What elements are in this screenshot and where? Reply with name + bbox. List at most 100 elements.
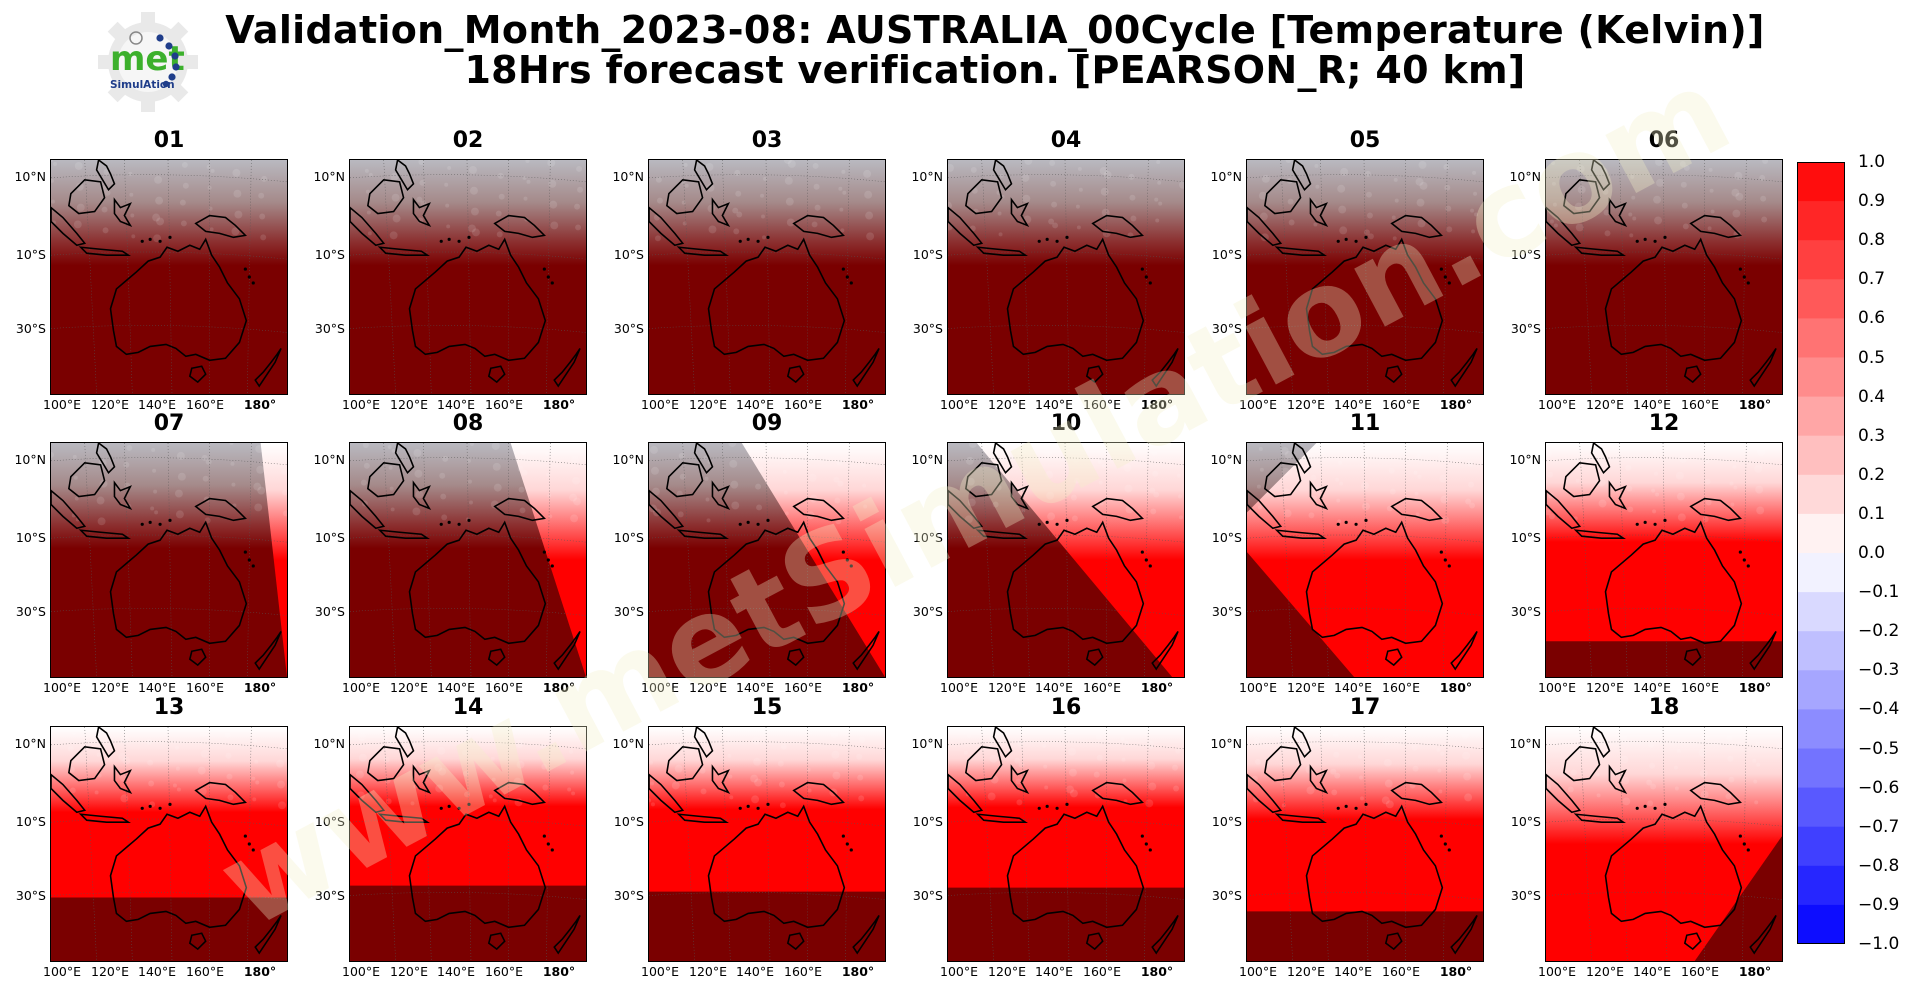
panel-title: 08 bbox=[452, 411, 484, 436]
lon-label: 120°E bbox=[389, 680, 429, 695]
lat-label: 10°N bbox=[612, 736, 644, 751]
lon-label: 140°E bbox=[1333, 680, 1373, 695]
lat-label: 10°S bbox=[613, 814, 644, 829]
lon-label: 140°E bbox=[735, 680, 775, 695]
lon-label: 140°E bbox=[1632, 397, 1672, 412]
colorbar-segment bbox=[1797, 240, 1845, 280]
lon-label: 140°E bbox=[1034, 680, 1074, 695]
lon-label: 160°E bbox=[185, 397, 225, 412]
lat-label: 30°S bbox=[1510, 888, 1541, 903]
panel-title: 07 bbox=[153, 411, 185, 436]
colorbar-tick-label: −0.5 bbox=[1858, 738, 1900, 759]
lat-label: 30°S bbox=[314, 604, 345, 619]
colorbar-tick-label: 0.6 bbox=[1858, 308, 1886, 329]
panel-title: 14 bbox=[452, 695, 484, 720]
lon-label: 160°E bbox=[1381, 680, 1421, 695]
colorbar-tick-label: 0.9 bbox=[1858, 191, 1886, 212]
lon-label: 160°E bbox=[1082, 680, 1122, 695]
lon-label: 160°E bbox=[783, 397, 823, 412]
lon-label: 100°E bbox=[1238, 397, 1278, 412]
colorbar-segment bbox=[1797, 396, 1845, 437]
lat-label: 30°S bbox=[1510, 321, 1541, 336]
map-image bbox=[50, 726, 288, 962]
lat-label: 10°S bbox=[613, 247, 644, 262]
lon-label: 180° bbox=[1140, 680, 1174, 695]
lat-label: 30°S bbox=[1211, 604, 1242, 619]
lon-label: 120°E bbox=[389, 397, 429, 412]
map-image bbox=[648, 726, 886, 962]
lon-label: 180° bbox=[1738, 964, 1772, 979]
lat-label: 10°S bbox=[314, 530, 345, 545]
lat-label: 10°N bbox=[1509, 736, 1541, 751]
panel-title: 03 bbox=[751, 128, 783, 153]
panel-title: 17 bbox=[1349, 695, 1381, 720]
lon-label: 160°E bbox=[1082, 964, 1122, 979]
lon-label: 100°E bbox=[1537, 964, 1577, 979]
lat-label: 30°S bbox=[613, 888, 644, 903]
lat-label: 30°S bbox=[314, 321, 345, 336]
lat-label: 30°S bbox=[613, 321, 644, 336]
map-image bbox=[1545, 159, 1783, 395]
lon-label: 120°E bbox=[1585, 397, 1625, 412]
lat-label: 10°S bbox=[15, 530, 46, 545]
lat-label: 10°N bbox=[911, 736, 943, 751]
colorbar-tick-label: −0.4 bbox=[1858, 699, 1900, 720]
panel-title: 18 bbox=[1648, 695, 1680, 720]
lon-label: 120°E bbox=[987, 964, 1027, 979]
panel-title: 16 bbox=[1050, 695, 1082, 720]
map-image bbox=[1246, 442, 1484, 678]
lon-label: 160°E bbox=[783, 964, 823, 979]
colorbar-tick-label: 0.0 bbox=[1858, 543, 1886, 563]
colorbar bbox=[1797, 162, 1845, 944]
lat-label: 10°N bbox=[911, 452, 943, 467]
map-image bbox=[1545, 726, 1783, 962]
lon-label: 120°E bbox=[389, 964, 429, 979]
colorbar-tick-label: −0.7 bbox=[1858, 816, 1900, 837]
map-image bbox=[947, 442, 1185, 678]
lat-label: 10°S bbox=[1510, 247, 1541, 262]
panel-title: 15 bbox=[751, 695, 783, 720]
lon-label: 140°E bbox=[1034, 397, 1074, 412]
lat-label: 30°S bbox=[15, 321, 46, 336]
lon-label: 180° bbox=[1439, 680, 1473, 695]
map-image bbox=[1246, 726, 1484, 962]
lat-label: 10°N bbox=[14, 736, 46, 751]
lat-label: 10°N bbox=[612, 169, 644, 184]
lon-label: 100°E bbox=[640, 397, 680, 412]
panel-title: 01 bbox=[153, 128, 185, 153]
lat-label: 30°S bbox=[912, 604, 943, 619]
map-image bbox=[50, 159, 288, 395]
colorbar-segment bbox=[1797, 357, 1845, 398]
lon-label: 180° bbox=[243, 397, 277, 412]
lon-label: 160°E bbox=[1680, 680, 1720, 695]
lat-label: 30°S bbox=[912, 321, 943, 336]
lon-label: 100°E bbox=[939, 397, 979, 412]
lon-label: 120°E bbox=[1286, 680, 1326, 695]
lon-label: 140°E bbox=[735, 397, 775, 412]
lat-label: 10°S bbox=[1510, 814, 1541, 829]
lon-label: 180° bbox=[243, 964, 277, 979]
lat-label: 10°S bbox=[1211, 814, 1242, 829]
lat-label: 30°S bbox=[613, 604, 644, 619]
lon-label: 100°E bbox=[1238, 964, 1278, 979]
lon-label: 120°E bbox=[90, 680, 130, 695]
lon-label: 180° bbox=[841, 680, 875, 695]
lon-label: 160°E bbox=[484, 964, 524, 979]
lon-label: 180° bbox=[1140, 964, 1174, 979]
map-image bbox=[648, 159, 886, 395]
lon-label: 160°E bbox=[1381, 964, 1421, 979]
colorbar-segment bbox=[1797, 513, 1845, 554]
lon-label: 160°E bbox=[484, 397, 524, 412]
lat-label: 10°S bbox=[912, 530, 943, 545]
lat-label: 10°N bbox=[1210, 736, 1242, 751]
lat-label: 10°S bbox=[314, 814, 345, 829]
lon-label: 100°E bbox=[42, 964, 82, 979]
lat-label: 10°N bbox=[911, 169, 943, 184]
lat-label: 30°S bbox=[1510, 604, 1541, 619]
lon-label: 140°E bbox=[137, 680, 177, 695]
logo-sub-text: SimulAtion bbox=[110, 79, 175, 91]
colorbar-segment bbox=[1797, 787, 1845, 828]
map-image bbox=[349, 726, 587, 962]
lat-label: 30°S bbox=[1211, 321, 1242, 336]
